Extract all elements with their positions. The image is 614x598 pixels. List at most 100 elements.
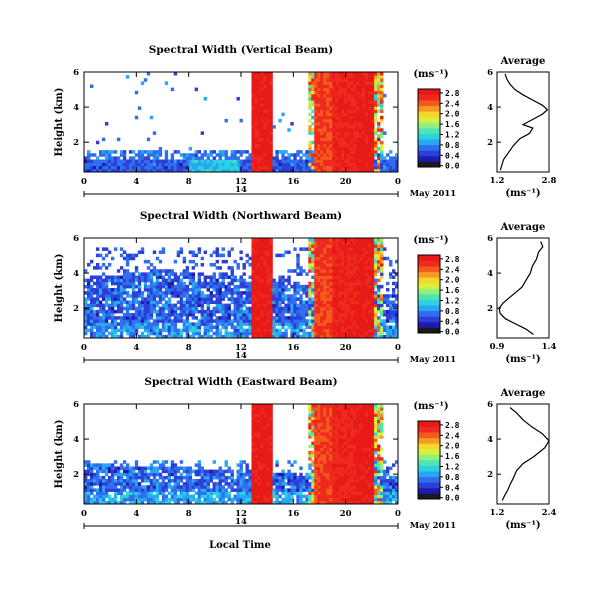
heatmap-cell <box>215 494 219 499</box>
heatmap-cell <box>206 300 210 305</box>
heatmap-cell <box>332 159 336 164</box>
heatmap-cell <box>149 328 154 333</box>
heatmap-cell <box>200 469 205 474</box>
heatmap-cell <box>254 278 258 283</box>
heatmap-cell <box>215 300 219 305</box>
heatmap-cell <box>338 269 342 273</box>
heatmap-cell <box>365 319 369 323</box>
heatmap-cell <box>305 494 309 499</box>
heatmap-cell <box>113 469 118 474</box>
heatmap-cell <box>161 334 166 339</box>
heatmap-cell <box>293 491 297 496</box>
heatmap-cell <box>113 288 118 292</box>
heatmap-cell <box>260 316 264 320</box>
heatmap-cell <box>104 294 109 298</box>
heatmap-cell <box>341 328 345 333</box>
heatmap-cell <box>155 313 160 317</box>
heatmap-cell <box>239 303 243 308</box>
heatmap-cell <box>356 106 360 110</box>
heatmap-cell <box>113 328 118 333</box>
heatmap-cell <box>149 500 154 505</box>
heatmap-cell <box>344 109 348 114</box>
heatmap-cell <box>251 118 255 123</box>
heatmap-cell <box>170 269 175 273</box>
heatmap-cell <box>275 497 279 502</box>
heatmap-cell <box>323 294 327 298</box>
heatmap-cell <box>107 500 112 505</box>
heatmap-cell <box>113 497 118 502</box>
heatmap-cell <box>137 488 142 492</box>
heatmap-cell <box>368 147 372 151</box>
heatmap-cell <box>347 316 351 320</box>
heatmap-cell <box>92 291 97 295</box>
heatmap-cell <box>269 419 273 424</box>
heatmap-cell <box>128 316 133 320</box>
heatmap-cell <box>254 112 258 117</box>
heatmap-cell <box>308 303 312 308</box>
heatmap-cell <box>353 322 357 326</box>
heatmap-cell <box>257 404 261 408</box>
heatmap-cell <box>254 134 258 139</box>
heatmap-cell <box>344 162 348 167</box>
heatmap-cell <box>194 325 199 330</box>
heatmap-cell <box>314 93 318 98</box>
heatmap-cell <box>173 275 178 280</box>
heatmap-cell <box>329 313 333 317</box>
heatmap-cell <box>254 275 258 280</box>
heatmap-cell <box>329 165 333 170</box>
heatmap-cell <box>260 125 264 129</box>
heatmap-cell <box>338 87 342 92</box>
heatmap-cell <box>212 263 216 267</box>
heatmap-cell <box>269 137 273 142</box>
heatmap-cell <box>152 306 157 311</box>
heatmap-cell <box>257 156 261 160</box>
heatmap-cell <box>107 278 112 283</box>
heatmap-cell <box>251 472 255 477</box>
heatmap-cell <box>84 165 88 170</box>
heatmap-cell <box>212 309 216 314</box>
heatmap-cell <box>383 93 387 98</box>
heatmap-cell <box>119 159 124 164</box>
heatmap-cell <box>335 325 339 330</box>
heatmap-cell <box>374 266 378 270</box>
heatmap-cell <box>194 479 199 483</box>
heatmap-cell <box>362 313 366 317</box>
heatmap-cell <box>281 294 285 298</box>
heatmap-cell <box>101 291 106 295</box>
heatmap-cell <box>371 306 375 311</box>
heatmap-cell <box>347 322 351 326</box>
heatmap-cell <box>191 165 196 170</box>
heatmap-cell <box>92 494 97 499</box>
heatmap-cell <box>179 316 184 320</box>
heatmap-cell <box>341 128 345 132</box>
heatmap-cell <box>218 466 222 471</box>
heatmap-cell <box>176 278 181 283</box>
heatmap-cell <box>143 278 148 283</box>
heatmap-cell <box>329 87 333 92</box>
heatmap-cell <box>380 97 384 101</box>
heatmap-cell <box>350 128 354 132</box>
heatmap-cell <box>236 97 240 101</box>
heatmap-cell <box>215 153 219 157</box>
heatmap-cell <box>308 147 312 151</box>
heatmap-cell <box>218 303 222 308</box>
heatmap-cell <box>239 278 243 283</box>
heatmap-cell <box>176 482 181 486</box>
heatmap-cell <box>347 269 351 273</box>
heatmap-cell <box>272 165 276 170</box>
heatmap-cell <box>299 266 303 270</box>
heatmap-cell <box>161 250 166 255</box>
heatmap-cell <box>257 460 261 464</box>
heatmap-cell <box>302 488 306 492</box>
heatmap-cell <box>326 153 330 157</box>
heatmap-cell <box>221 475 225 480</box>
heatmap-cell <box>191 482 196 486</box>
heatmap-cell <box>314 84 318 89</box>
heatmap-cell <box>131 313 136 317</box>
heatmap-cell <box>374 238 378 242</box>
heatmap-cell <box>245 291 249 295</box>
heatmap-cell <box>278 479 282 483</box>
heatmap-cell <box>131 278 136 283</box>
heatmap-cell <box>125 331 130 336</box>
heatmap-cell <box>254 103 258 107</box>
